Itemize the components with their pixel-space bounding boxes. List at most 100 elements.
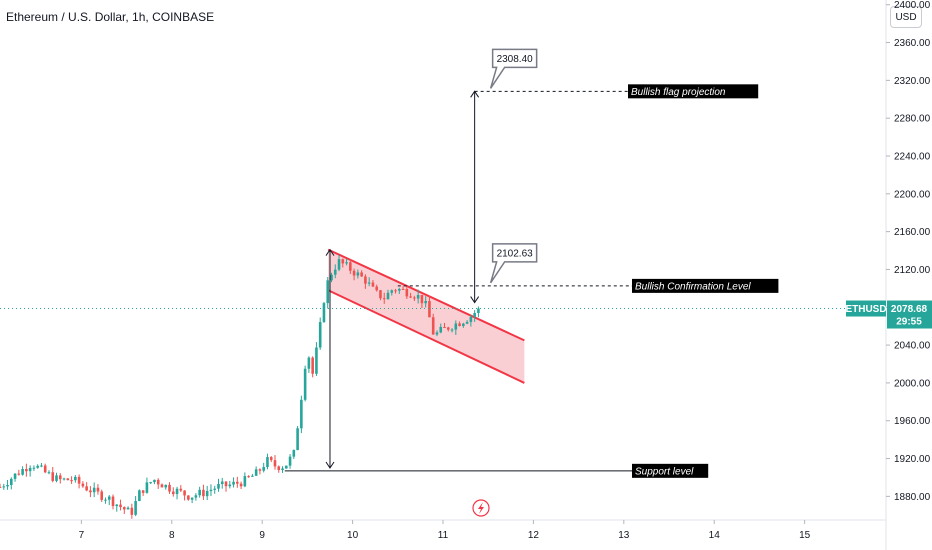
candle-body <box>89 490 92 493</box>
x-tick-label: 12 <box>528 530 540 541</box>
candle-body <box>123 507 126 510</box>
candle-body <box>446 327 450 330</box>
candle-body <box>36 465 39 468</box>
candle-body <box>171 491 175 495</box>
currency-button[interactable]: USD <box>890 6 922 28</box>
candle-body <box>409 296 412 298</box>
candle-body <box>262 467 265 471</box>
candle-body <box>96 487 100 492</box>
candle-body <box>74 476 77 481</box>
y-tick-label: 2000.00 <box>894 378 931 389</box>
candle-body <box>25 469 28 472</box>
candle-body <box>443 326 446 328</box>
y-tick-label: 2400.00 <box>894 0 931 11</box>
candle-body <box>398 288 401 291</box>
channel-lower-line <box>327 289 525 384</box>
candle-body <box>288 456 292 466</box>
measure-arrows <box>325 90 480 469</box>
candle-body <box>413 297 416 299</box>
candle-body <box>130 507 134 515</box>
candle-body <box>277 466 281 471</box>
arrow-head-bottom <box>470 296 480 304</box>
candle-body <box>477 308 480 314</box>
callout-box <box>489 243 538 284</box>
candle-body <box>435 332 439 335</box>
arrow-head-top <box>470 90 480 98</box>
candle-body <box>284 465 288 469</box>
candle-body <box>251 475 254 477</box>
x-tick-label: 11 <box>438 530 449 541</box>
candle-body <box>401 288 405 290</box>
y-tick-label: 2320.00 <box>894 76 931 87</box>
x-tick-label: 7 <box>79 530 85 541</box>
candle-body <box>337 259 341 270</box>
candle-body <box>349 262 352 271</box>
candle-body <box>371 282 375 287</box>
price-badge-bg <box>887 300 932 329</box>
level-label: Support level <box>635 466 694 477</box>
candle-body <box>450 329 454 331</box>
candle-body <box>360 272 363 277</box>
candle-body <box>85 486 88 491</box>
x-tick-label: 9 <box>259 530 265 541</box>
candle-body <box>183 490 186 496</box>
y-tick-label: 1920.00 <box>894 454 931 465</box>
candle-body <box>333 269 337 275</box>
y-tick-label: 2240.00 <box>894 152 931 163</box>
y-tick-label: 2040.00 <box>894 341 931 352</box>
candle-body <box>367 282 371 284</box>
y-tick-label: 2280.00 <box>894 114 931 125</box>
candle-body <box>424 301 427 304</box>
candle-body <box>465 321 469 324</box>
candle-body <box>66 478 70 481</box>
symbol-badge-text: ETHUSD <box>845 304 886 315</box>
candle-body <box>175 488 179 495</box>
candle-body <box>379 290 382 299</box>
candle-body <box>462 323 465 326</box>
y-axis: 2400.00 2360.00 2320.00 2280.00 2240.00 2200.… <box>886 0 931 503</box>
candle-body <box>217 483 220 489</box>
countdown-value: 29:55 <box>896 317 922 328</box>
lightning-icon[interactable] <box>472 499 490 517</box>
candle-body <box>77 476 81 484</box>
candle-body <box>81 483 85 487</box>
candle-body <box>300 399 303 429</box>
candle-body <box>13 473 17 479</box>
y-tick-label: 2200.00 <box>894 189 931 200</box>
candle-body <box>352 270 356 276</box>
candle-body <box>134 500 137 515</box>
candle-body <box>126 507 130 510</box>
arrow-head-bottom <box>325 461 335 469</box>
candle-body <box>254 469 258 476</box>
candle-body <box>220 481 224 484</box>
candle-body <box>187 495 190 500</box>
candle-body <box>326 280 330 304</box>
candle-body <box>247 476 250 478</box>
candle-body <box>420 295 424 304</box>
candle-body <box>431 317 435 335</box>
candle-body <box>17 473 21 475</box>
candle-body <box>386 292 390 300</box>
candle-body <box>473 313 476 317</box>
x-axis: 7 8 9 10 11 12 13 14 15 <box>79 520 811 541</box>
candle-body <box>469 316 473 322</box>
candle-body <box>141 490 145 493</box>
candle-body <box>107 496 111 500</box>
candle-body <box>405 288 409 297</box>
candle-body <box>179 488 183 491</box>
candle-body <box>119 504 122 508</box>
candle-body <box>307 357 311 369</box>
flag-channel <box>327 248 525 384</box>
callout-text: 2102.63 <box>497 248 534 259</box>
candle-body <box>269 457 273 461</box>
candle-body <box>43 465 47 473</box>
y-tick-label: 1880.00 <box>894 492 931 503</box>
chart-title: Ethereum / U.S. Dollar, 1h, COINBASE <box>6 10 215 24</box>
y-tick-label: 2360.00 <box>894 38 931 49</box>
candle-body <box>428 301 431 318</box>
candle-body <box>322 303 326 323</box>
channel-fill <box>328 249 525 383</box>
x-tick-label: 13 <box>618 530 630 541</box>
candle-body <box>58 475 62 480</box>
